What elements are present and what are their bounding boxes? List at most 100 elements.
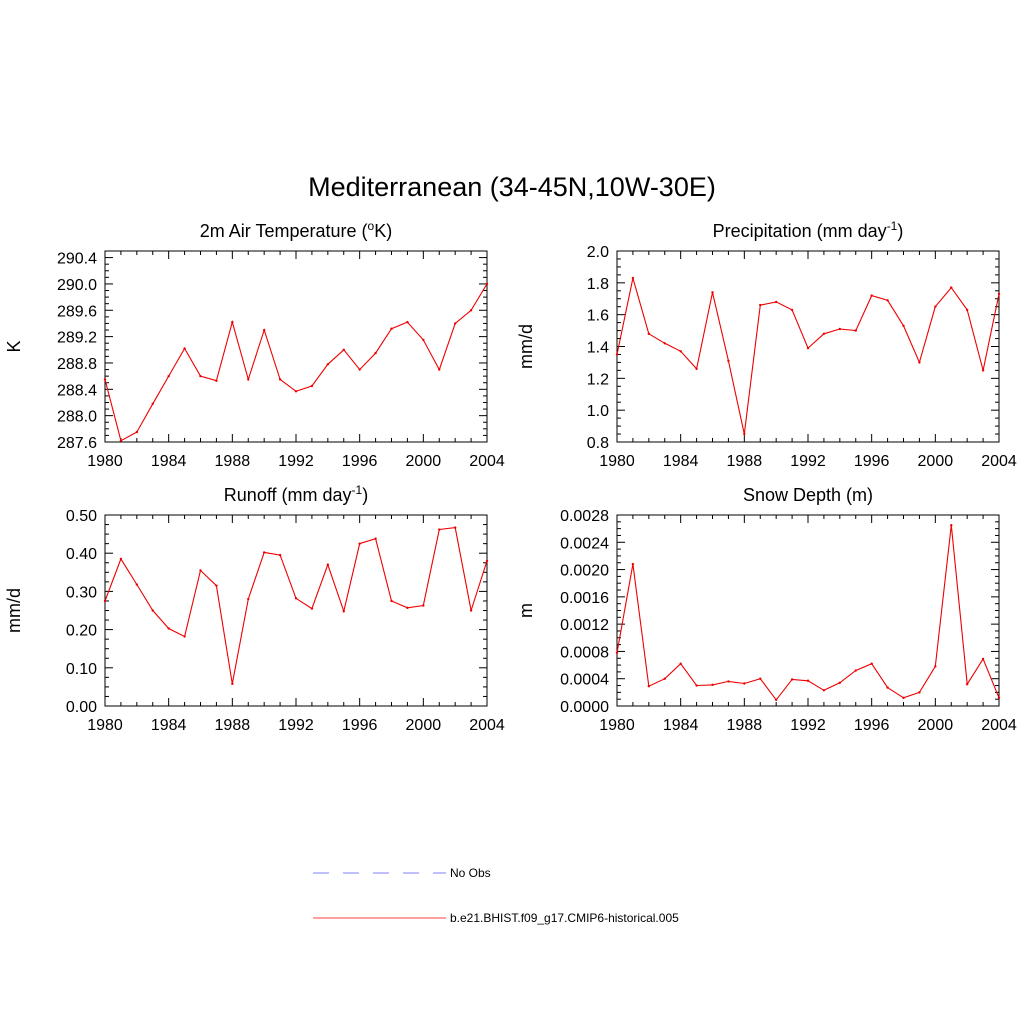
panel-title-text: Snow Depth (m)	[743, 485, 873, 505]
panel-title-text: 2m Air Temperature (	[200, 221, 368, 241]
data-point	[997, 292, 1001, 296]
data-point	[358, 542, 361, 545]
data-point	[902, 324, 905, 328]
chart-panel-1: 2m Air Temperature (oK) K 1980 1984 1988 1992…	[4, 219, 505, 470]
data-point	[886, 299, 889, 302]
data-point	[727, 680, 730, 683]
data-point	[469, 309, 473, 312]
panel-title: 2m Air Temperature (oK)	[200, 219, 392, 241]
data-point	[453, 526, 457, 529]
data-point	[294, 390, 298, 393]
data-point	[679, 350, 682, 353]
panel-title-superscript: -1	[352, 483, 363, 497]
data-point	[103, 378, 107, 381]
legend: No Obs b.e21.BHIST.f09_g17.CMIP6-historic…	[313, 866, 679, 925]
y-tick-label: 1.2	[587, 371, 609, 388]
x-tick-label: 1984	[151, 453, 187, 470]
data-point	[135, 430, 139, 434]
data-point	[790, 308, 794, 312]
data-point	[759, 677, 762, 680]
data-point	[199, 374, 202, 378]
panel-title-superscript: o	[368, 219, 375, 233]
data-point	[870, 294, 873, 297]
series-line	[104, 283, 488, 442]
data-point	[663, 342, 666, 345]
data-point	[247, 378, 250, 381]
x-tick-label: 1992	[790, 717, 826, 734]
y-tick-label: 0.00	[66, 699, 97, 716]
data-point	[743, 432, 746, 436]
y-tick-label: 2.0	[587, 244, 609, 261]
data-point	[759, 303, 762, 307]
y-tick-label: 1.6	[587, 308, 609, 325]
y-tick-label: 0.0000	[560, 699, 609, 716]
y-tick-label: 289.6	[57, 303, 97, 320]
panel-title-text: Precipitation (mm day	[713, 221, 887, 241]
data-point	[679, 662, 682, 665]
panel-title: Snow Depth (m)	[743, 485, 873, 505]
x-tick-label: 2000	[406, 717, 442, 734]
data-point	[342, 610, 345, 613]
data-point	[469, 609, 473, 612]
data-point	[453, 322, 457, 325]
data-point	[167, 627, 170, 630]
y-tick-label: 288.4	[57, 382, 97, 399]
y-tick-label: 0.0028	[560, 508, 609, 525]
data-point	[695, 684, 698, 687]
x-tick-label: 2000	[918, 453, 954, 470]
data-point	[247, 597, 250, 601]
plot-frame	[616, 250, 1000, 443]
data-point	[647, 685, 651, 688]
legend-label: b.e21.BHIST.f09_g17.CMIP6-historical.005	[450, 911, 679, 925]
x-tick-label: 1992	[278, 453, 314, 470]
data-point	[727, 359, 730, 363]
data-point	[151, 402, 154, 405]
y-tick-label: 287.6	[57, 435, 97, 452]
y-tick-label: 0.0020	[560, 563, 609, 580]
x-tick-label: 1992	[790, 453, 826, 470]
x-tick-label: 2004	[981, 453, 1017, 470]
data-point	[918, 691, 921, 694]
data-point	[774, 300, 778, 304]
data-point	[119, 439, 123, 442]
panel-title-tail: )	[362, 485, 368, 505]
data-point	[711, 683, 714, 687]
data-point	[615, 651, 619, 654]
page-title: Mediterranean (34-45N,10W-30E)	[308, 172, 716, 202]
y-tick-label: 0.40	[66, 546, 97, 563]
y-tick-label: 0.0024	[560, 535, 609, 552]
data-point	[151, 609, 154, 612]
panel-title-tail: )	[897, 221, 903, 241]
data-point	[838, 681, 842, 685]
data-point	[743, 682, 746, 685]
y-axis-label: mm/d	[4, 588, 24, 633]
data-point	[326, 563, 330, 566]
data-point	[965, 682, 969, 686]
y-tick-label: 0.0008	[560, 644, 609, 661]
data-point	[406, 606, 409, 610]
data-point	[422, 338, 425, 342]
data-point	[934, 665, 937, 668]
data-point	[886, 686, 889, 689]
x-tick-label: 1988	[727, 453, 763, 470]
x-tick-label: 1984	[663, 717, 699, 734]
x-tick-label: 1980	[87, 717, 123, 734]
x-tick-label: 1980	[599, 717, 635, 734]
data-point	[870, 662, 873, 665]
data-point	[422, 604, 425, 607]
chart-panel-3: Runoff (mm day-1) mm/d 1980 1984 1988 1992 199…	[4, 483, 505, 734]
plot-frame	[104, 250, 488, 443]
data-point	[854, 329, 857, 332]
series-line	[616, 277, 1000, 435]
y-tick-label: 289.2	[57, 330, 97, 347]
data-point	[294, 597, 298, 600]
data-point	[262, 551, 266, 554]
data-point	[278, 378, 282, 381]
y-axis-label: K	[4, 340, 24, 352]
y-tick-label: 0.0004	[560, 672, 609, 689]
y-tick-label: 0.20	[66, 623, 97, 640]
data-point	[854, 669, 857, 672]
series-line	[616, 525, 1000, 701]
data-point	[615, 353, 619, 356]
data-point	[631, 562, 635, 566]
